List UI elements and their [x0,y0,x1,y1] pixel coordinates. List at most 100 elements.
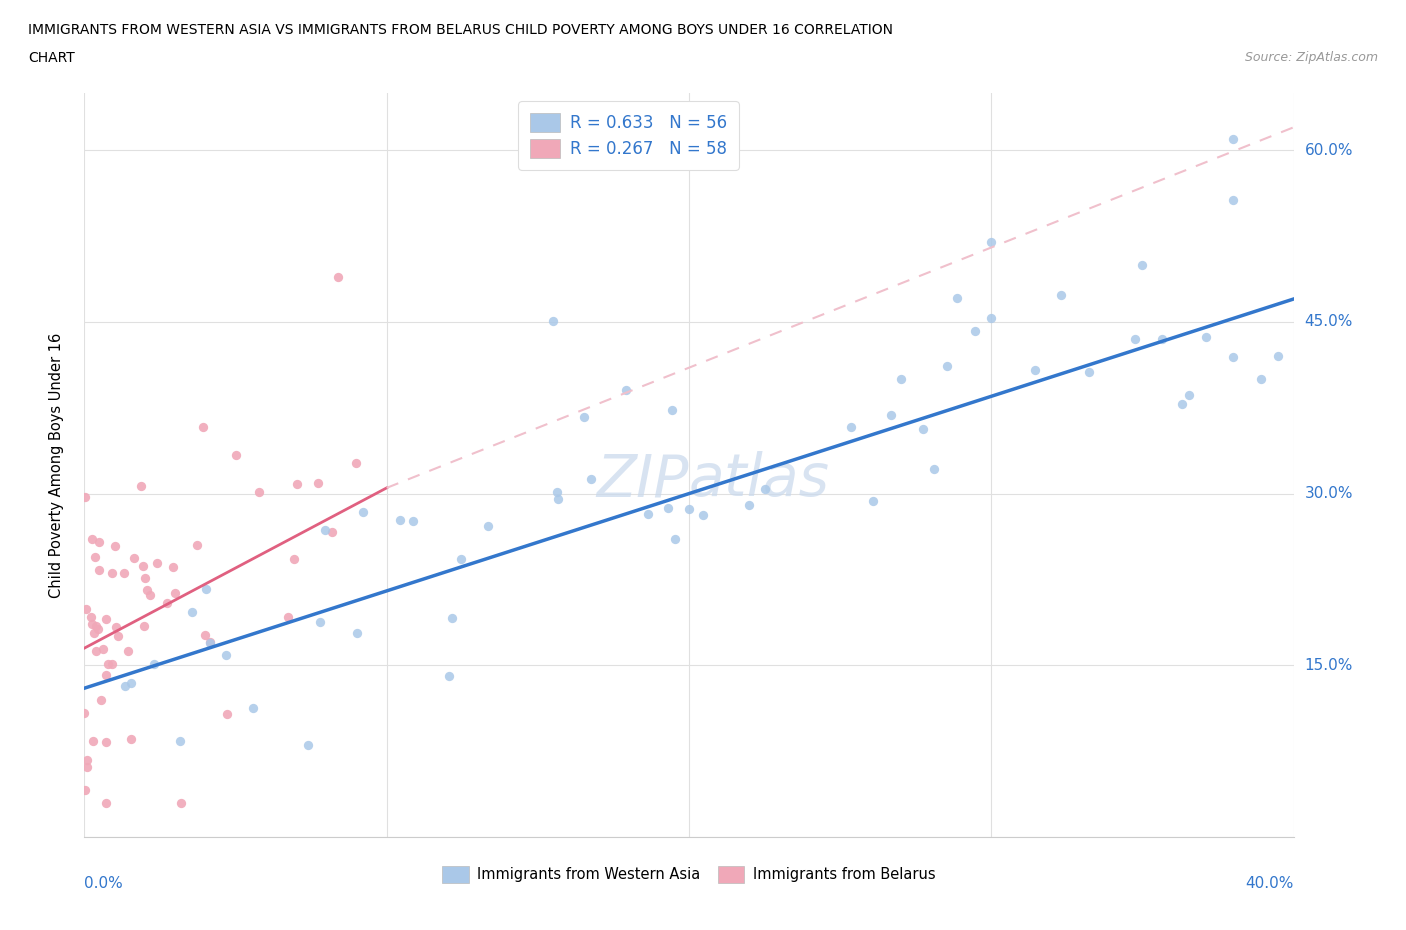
Point [215,707,238,722]
Point [105,619,128,634]
Point [945,290,967,305]
Point [84,550,107,565]
Point [84,619,107,634]
Point [225,447,247,462]
Point [285,477,308,492]
Point [297,737,319,752]
Point [191,419,214,434]
Point [1125,331,1147,346]
Point [477,519,499,534]
Point [120,732,142,747]
Point [661,403,683,418]
Point [181,604,204,619]
Point [402,513,425,528]
Point [186,538,208,552]
Point [132,558,155,573]
Point [314,523,336,538]
Text: IMMIGRANTS FROM WESTERN ASIA VS IMMIGRANTS FROM BELARUS CHILD POVERTY AMONG BOYS: IMMIGRANTS FROM WESTERN ASIA VS IMMIGRAN… [28,23,893,37]
Point [132,618,155,633]
Point [1178,388,1201,403]
Point [198,634,221,649]
Point [89,563,111,578]
Point [247,485,270,499]
Point [107,629,129,644]
Text: 0.0%: 0.0% [84,876,124,891]
Text: 30.0%: 30.0% [1305,486,1353,501]
Point [547,492,569,507]
Point [139,588,162,603]
Text: CHART: CHART [28,51,75,65]
Point [1250,372,1272,387]
Point [692,508,714,523]
Text: 60.0%: 60.0% [1305,142,1353,158]
Point [614,382,637,397]
Point [165,585,187,600]
Point [754,482,776,497]
Point [664,531,686,546]
Point [862,494,884,509]
Point [935,358,957,373]
Text: Source: ZipAtlas.com: Source: ZipAtlas.com [1244,51,1378,64]
Point [242,700,264,715]
Point [101,565,124,580]
Point [352,505,374,520]
Point [135,582,157,597]
Point [1267,348,1289,363]
Point [104,539,127,554]
Point [450,551,472,566]
Point [94,668,117,683]
Legend: Immigrants from Western Asia, Immigrants from Belarus: Immigrants from Western Asia, Immigrants… [432,856,946,893]
Point [90,692,112,707]
Point [738,498,761,512]
Point [117,644,139,658]
Point [678,502,700,517]
Point [1222,193,1244,207]
Point [194,628,217,643]
Point [80,617,103,631]
Point [1024,363,1046,378]
Point [321,525,343,539]
Point [346,626,368,641]
Point [980,311,1002,325]
Point [94,734,117,749]
Point [112,565,135,580]
Point [87,535,110,550]
Point [308,476,330,491]
Point [1222,131,1244,146]
Point [839,419,862,434]
Point [1171,396,1194,411]
Point [170,795,193,810]
Point [143,657,166,671]
Point [91,642,114,657]
Point [75,601,97,616]
Text: ZIP: ZIP [596,451,689,509]
Point [309,615,332,630]
Text: 15.0%: 15.0% [1305,658,1353,672]
Point [1130,258,1153,272]
Point [114,679,136,694]
Point [389,513,412,528]
Point [169,734,191,749]
Point [579,472,602,486]
Point [215,648,238,663]
Point [572,409,595,424]
Point [1077,365,1099,379]
Point [83,625,105,640]
Point [194,581,217,596]
Point [120,675,142,690]
Point [1222,350,1244,365]
Point [162,560,184,575]
Point [890,372,912,387]
Point [101,657,124,671]
Point [134,571,156,586]
Point [1195,330,1218,345]
Point [80,609,103,624]
Point [198,635,221,650]
Point [82,734,104,749]
Point [73,705,96,720]
Point [963,323,986,338]
Point [546,485,568,499]
Point [76,752,98,767]
Point [146,555,169,570]
Point [87,622,110,637]
